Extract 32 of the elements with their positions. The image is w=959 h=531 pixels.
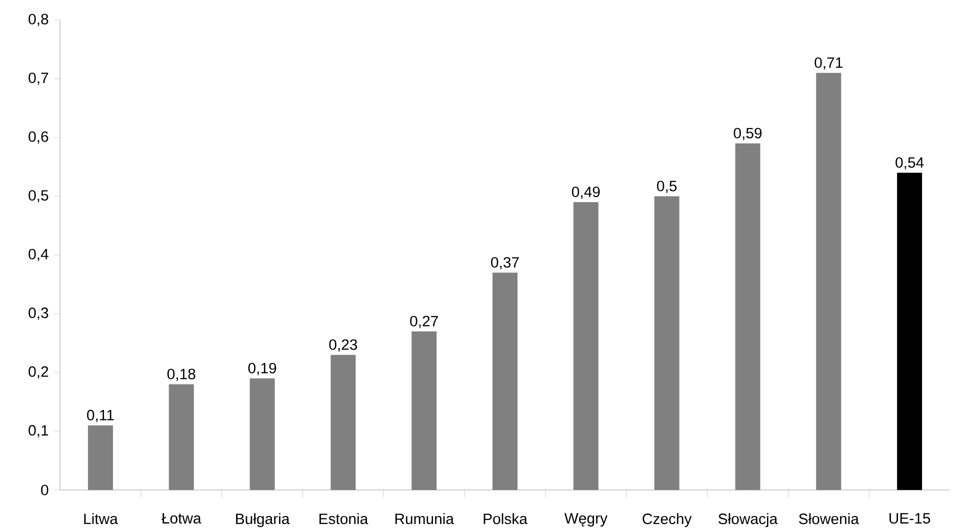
x-tick-label: Węgry (564, 513, 608, 527)
data-label: 0,71 (814, 57, 842, 70)
x-tick-label: Rumunia (395, 513, 454, 524)
y-tick-label: 0 (41, 484, 48, 496)
data-label: 0,37 (491, 257, 519, 270)
data-label: 0,11 (87, 410, 114, 422)
data-label: 0,5 (657, 180, 677, 194)
x-tick-label: Łotwa (162, 513, 202, 524)
x-tick-label: Bułgaria (236, 513, 290, 528)
bar (897, 172, 922, 490)
data-label: 0,18 (167, 368, 196, 382)
x-tick-label: Litwa (84, 513, 118, 524)
y-tick-label: 0,1 (28, 425, 48, 438)
y-tick-label: 0,6 (28, 131, 48, 144)
y-tick-label: 0,2 (28, 366, 48, 379)
x-tick-label: UE-15 (890, 513, 930, 524)
x-tick-label: Czechy (642, 513, 692, 528)
y-tick-label: 0,3 (28, 308, 48, 320)
x-tick-label: Słowenia (798, 513, 859, 524)
y-tick-label: 0,4 (28, 248, 48, 262)
data-label: 0,59 (734, 128, 762, 140)
y-tick-label: 0,5 (28, 190, 48, 202)
data-label: 0,27 (410, 316, 438, 328)
x-tick-label: Polska (484, 513, 528, 524)
data-label: 0,19 (248, 362, 276, 376)
y-tick-label: 0,7 (28, 72, 48, 85)
data-label: 0,49 (572, 186, 600, 199)
x-tick-label: Estonia (319, 513, 368, 524)
x-tick-label: Słowacja (718, 513, 778, 528)
data-label: 0,54 (896, 157, 924, 170)
y-tick-label: 0,8 (28, 14, 48, 26)
data-label: 0,23 (329, 339, 358, 352)
